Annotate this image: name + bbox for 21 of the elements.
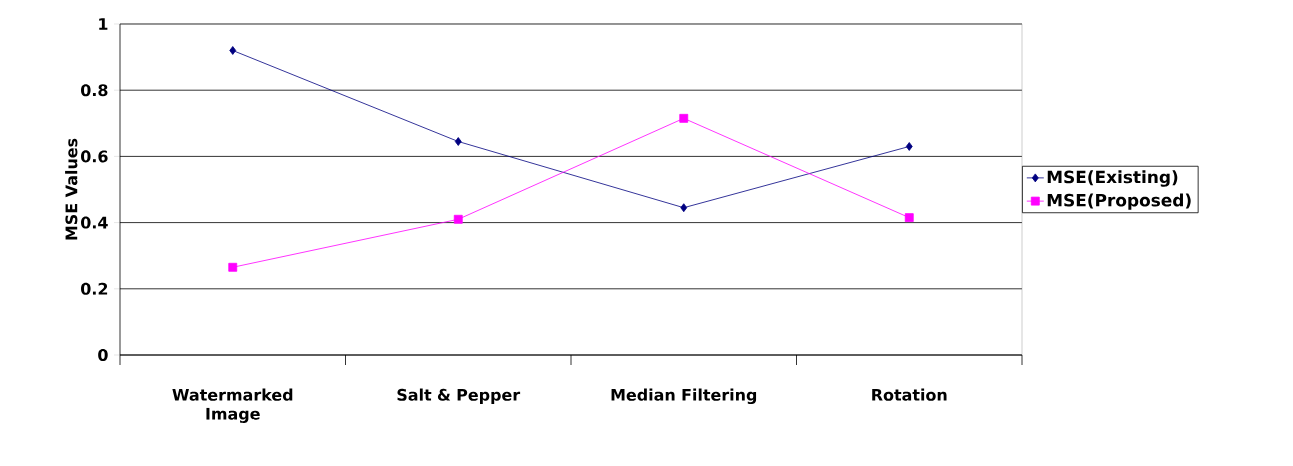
legend-label: MSE(Proposed) [1047,193,1191,210]
point [229,46,237,55]
point [454,137,462,146]
y-axis-title: MSE Values [65,138,78,240]
y-tick-label: 0.2 [81,282,108,295]
x-tick-label: Median Filtering [611,388,757,405]
x-tick-label: Salt & Pepper [397,388,521,404]
x-tick-label: Rotation [872,388,947,401]
x-tick-label: Watermarked Image [172,388,293,423]
point [228,262,238,272]
point [680,203,688,213]
y-tick-label: 0.4 [81,216,108,229]
y-tick-label: 0 [98,348,108,362]
y-tick-label: 0.8 [81,84,108,97]
y-tick-label: 1 [99,18,108,30]
point [904,213,914,223]
legend-label: MSE(Existing) [1047,170,1178,187]
point [679,113,689,123]
point [905,142,913,151]
y-tick-label: 0.6 [81,150,108,163]
point [453,214,463,224]
